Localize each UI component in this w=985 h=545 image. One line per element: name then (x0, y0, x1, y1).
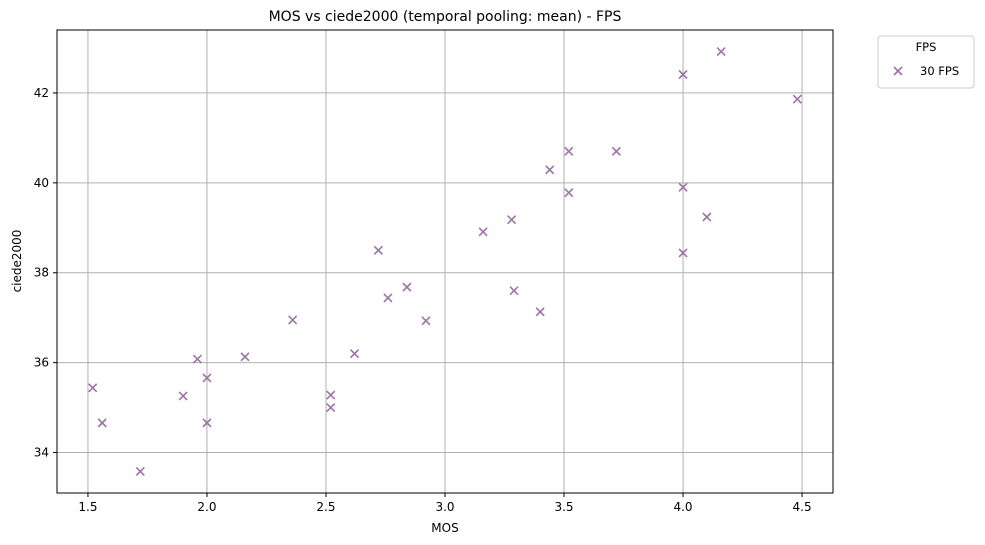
data-point (326, 403, 336, 413)
data-point (240, 352, 250, 362)
legend-marker (893, 66, 903, 76)
data-point (545, 165, 555, 175)
data-point (509, 286, 519, 296)
data-point (383, 293, 393, 303)
x-tick-label: 3.5 (554, 500, 573, 514)
y-axis-ticks: 34 36 38 40 42 (34, 86, 57, 460)
legend: FPS 30 FPS (877, 35, 975, 89)
data-point (202, 418, 212, 428)
data-point (202, 373, 212, 383)
y-tick-label: 42 (34, 86, 49, 100)
x-axis-ticks: 1.5 2.0 2.5 3.0 3.5 4.0 4.5 (78, 493, 812, 514)
data-point (402, 282, 412, 292)
x-tick-label: 2.5 (316, 500, 335, 514)
data-point (192, 354, 203, 364)
data-point (535, 307, 545, 317)
data-point (326, 390, 336, 400)
data-point (564, 146, 574, 156)
y-axis-label: ciede2000 (10, 230, 24, 293)
x-tick-label: 4.0 (673, 500, 692, 514)
data-point (678, 182, 688, 192)
data-point (792, 94, 802, 104)
data-point (678, 69, 688, 80)
data-point (611, 146, 621, 156)
data-point (702, 212, 712, 222)
legend-entry-label: 30 FPS (920, 64, 959, 78)
data-point (507, 215, 517, 225)
data-point (88, 383, 98, 393)
x-tick-label: 1.5 (78, 500, 97, 514)
y-tick-label: 34 (34, 446, 49, 460)
data-point (678, 248, 688, 258)
data-point (564, 188, 574, 198)
y-tick-label: 38 (34, 266, 49, 280)
data-point (373, 245, 383, 255)
chart-title: MOS vs ciede2000 (temporal pooling: mean… (269, 9, 622, 25)
y-tick-label: 36 (34, 356, 49, 370)
data-point (349, 349, 360, 359)
legend-marker-x (893, 66, 903, 76)
data-point (288, 315, 298, 325)
data-point (135, 466, 145, 476)
data-point (97, 418, 107, 428)
grid (57, 30, 833, 493)
data-point (716, 47, 726, 57)
x-tick-label: 3.0 (435, 500, 454, 514)
data-points (88, 47, 802, 476)
data-point (421, 316, 431, 326)
legend-title: FPS (916, 40, 937, 54)
x-axis-label: MOS (431, 521, 458, 535)
x-tick-label: 4.5 (793, 500, 812, 514)
data-point (478, 227, 488, 237)
data-point (178, 391, 188, 401)
x-tick-label: 2.0 (197, 500, 216, 514)
y-tick-label: 40 (34, 176, 49, 190)
